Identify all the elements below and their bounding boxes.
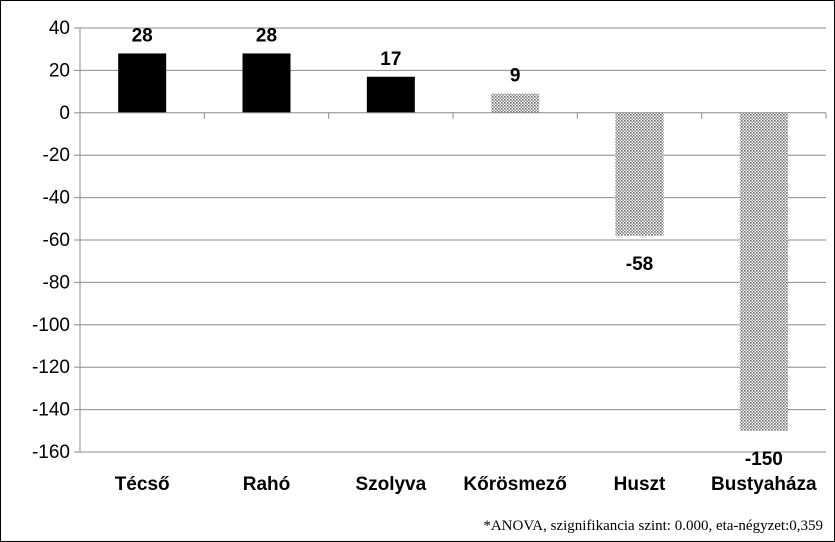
y-tick-label: -20 (43, 145, 70, 166)
data-label: 28 (132, 25, 153, 46)
category-label: Rahó (243, 474, 291, 495)
data-label: 17 (380, 49, 401, 70)
bar (739, 112, 788, 431)
bars (118, 53, 788, 431)
bar (615, 112, 664, 236)
bar (491, 93, 540, 113)
y-tick-labels: 40 20 0 -20 -40 -60 -80 -100 -120 -140 -160 (32, 18, 70, 463)
y-tick-label: -160 (32, 442, 70, 463)
category-label: Szolyva (355, 474, 426, 495)
category-label: Bustyaháza (711, 474, 817, 495)
data-label: 9 (510, 66, 521, 87)
y-tick-label: 40 (49, 18, 70, 39)
category-label: Huszt (614, 474, 666, 495)
y-tick-label: 20 (49, 60, 70, 81)
y-tick-label: -40 (43, 188, 70, 209)
category-labels: Técső Rahó Szolyva Kőrösmező Huszt Bustyaháza (115, 474, 817, 495)
y-tick-label: -140 (32, 400, 70, 421)
axes (74, 27, 827, 453)
y-tick-label: -60 (43, 230, 70, 251)
category-label: Técső (115, 474, 170, 495)
bar (118, 53, 167, 113)
y-tick-label: -100 (32, 315, 70, 336)
data-label: -150 (745, 449, 783, 470)
y-tick-label: -80 (43, 272, 70, 293)
y-tick-label: 0 (59, 103, 70, 124)
footnote: *ANOVA, szignifikancia szint: 0.000, eta… (483, 518, 823, 534)
data-labels: 28 28 17 9 -58 -150 (132, 25, 783, 469)
category-label: Kőrösmező (463, 474, 566, 495)
bar (242, 53, 291, 113)
data-label: 28 (256, 25, 277, 46)
gridlines (80, 27, 826, 453)
y-tick-label: -120 (32, 357, 70, 378)
bar (366, 76, 415, 113)
data-label: -58 (626, 254, 653, 275)
